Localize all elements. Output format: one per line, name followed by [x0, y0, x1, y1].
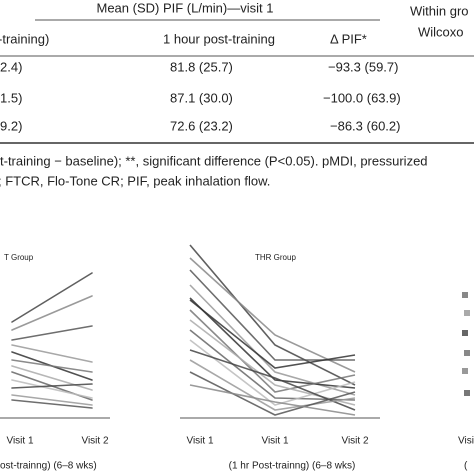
- axis-caption: (1 hr Post-trainng) (6–8 wks): [229, 461, 356, 472]
- column-header: Δ PIF*: [330, 31, 367, 46]
- panel-left: T Group Visit 1 Visit 2 ost-trainng) (6–…: [0, 253, 110, 472]
- x-label: Visit 1: [261, 436, 288, 447]
- cell: 81.8 (25.7): [170, 59, 233, 74]
- cell: −93.3 (59.7): [328, 59, 398, 74]
- cell: 2.4): [0, 59, 22, 74]
- panel-right: Visi (: [458, 292, 474, 472]
- group-title: Mean (SD) PIF (L/min)—visit 1: [97, 0, 274, 15]
- cell: −100.0 (63.9): [323, 90, 401, 105]
- cell: −86.3 (60.2): [330, 118, 400, 133]
- x-label: Visit 1: [186, 436, 213, 447]
- cell: 9.2): [0, 118, 22, 133]
- side-title: Wilcoxo: [418, 24, 464, 39]
- x-label: Visit 2: [341, 436, 368, 447]
- x-label: Visit 1: [6, 436, 33, 447]
- panel-title: T Group: [4, 253, 34, 262]
- footnote: ; FTCR, Flo-Tone CR; PIF, peak inhalatio…: [0, 173, 270, 188]
- panel-title: THR Group: [255, 253, 296, 262]
- column-header: -training): [0, 31, 49, 46]
- axis-caption: ost-trainng) (6–8 wks): [0, 461, 97, 472]
- cell: 1.5): [0, 90, 22, 105]
- x-label: Visit 2: [81, 436, 108, 447]
- axis-caption: (: [464, 461, 468, 472]
- side-title: Within gro: [410, 3, 469, 18]
- footnote: t-training − baseline); **, significant …: [0, 153, 428, 168]
- panel-middle: THR Group Visit 1 Visit 1 Visit 2 (1 hr …: [180, 244, 380, 472]
- cell: 87.1 (30.0): [170, 90, 233, 105]
- column-header: 1 hour post-training: [163, 31, 275, 46]
- cell: 72.6 (23.2): [170, 118, 233, 133]
- x-label: Visi: [458, 436, 474, 447]
